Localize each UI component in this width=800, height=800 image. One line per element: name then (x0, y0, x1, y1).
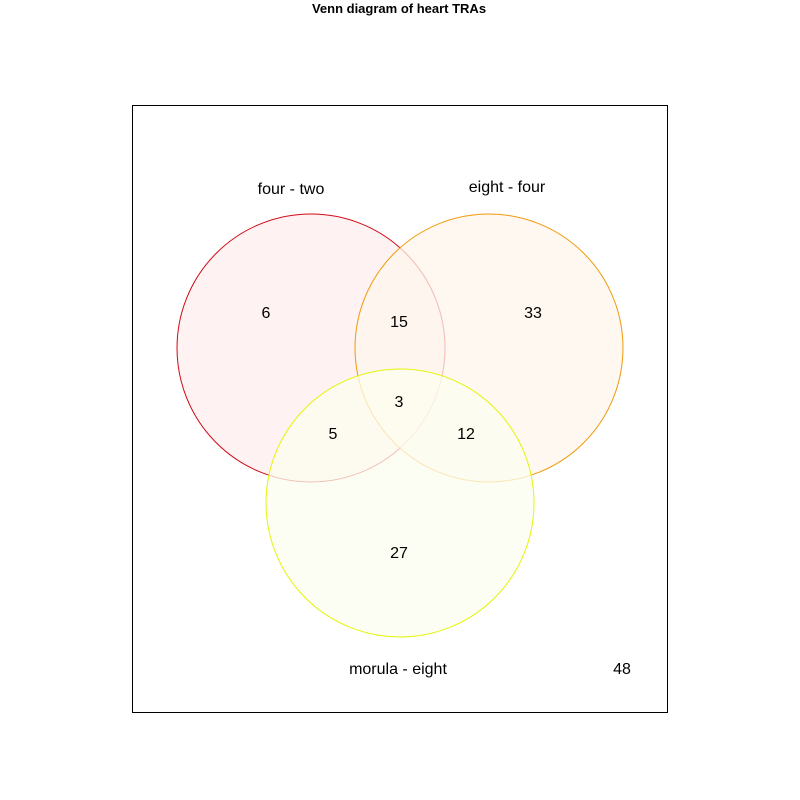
count-four-two-eight-four: 15 (390, 314, 408, 331)
count-only-morula-eight: 27 (390, 545, 408, 562)
count-outside: 48 (613, 661, 631, 678)
count-eight-four-morula-eight: 12 (457, 426, 475, 443)
diagram-title: Venn diagram of heart TRAs (312, 1, 486, 16)
set-label-four-two: four - two (258, 181, 325, 198)
count-four-two-morula-eight: 5 (329, 426, 338, 443)
count-only-four-two: 6 (262, 305, 271, 322)
set-circle-morula-eight (265, 368, 535, 638)
count-only-eight-four: 33 (524, 305, 542, 322)
set-label-morula-eight: morula - eight (349, 661, 447, 678)
count-all-three: 3 (395, 394, 404, 411)
set-label-eight-four: eight - four (469, 179, 546, 196)
